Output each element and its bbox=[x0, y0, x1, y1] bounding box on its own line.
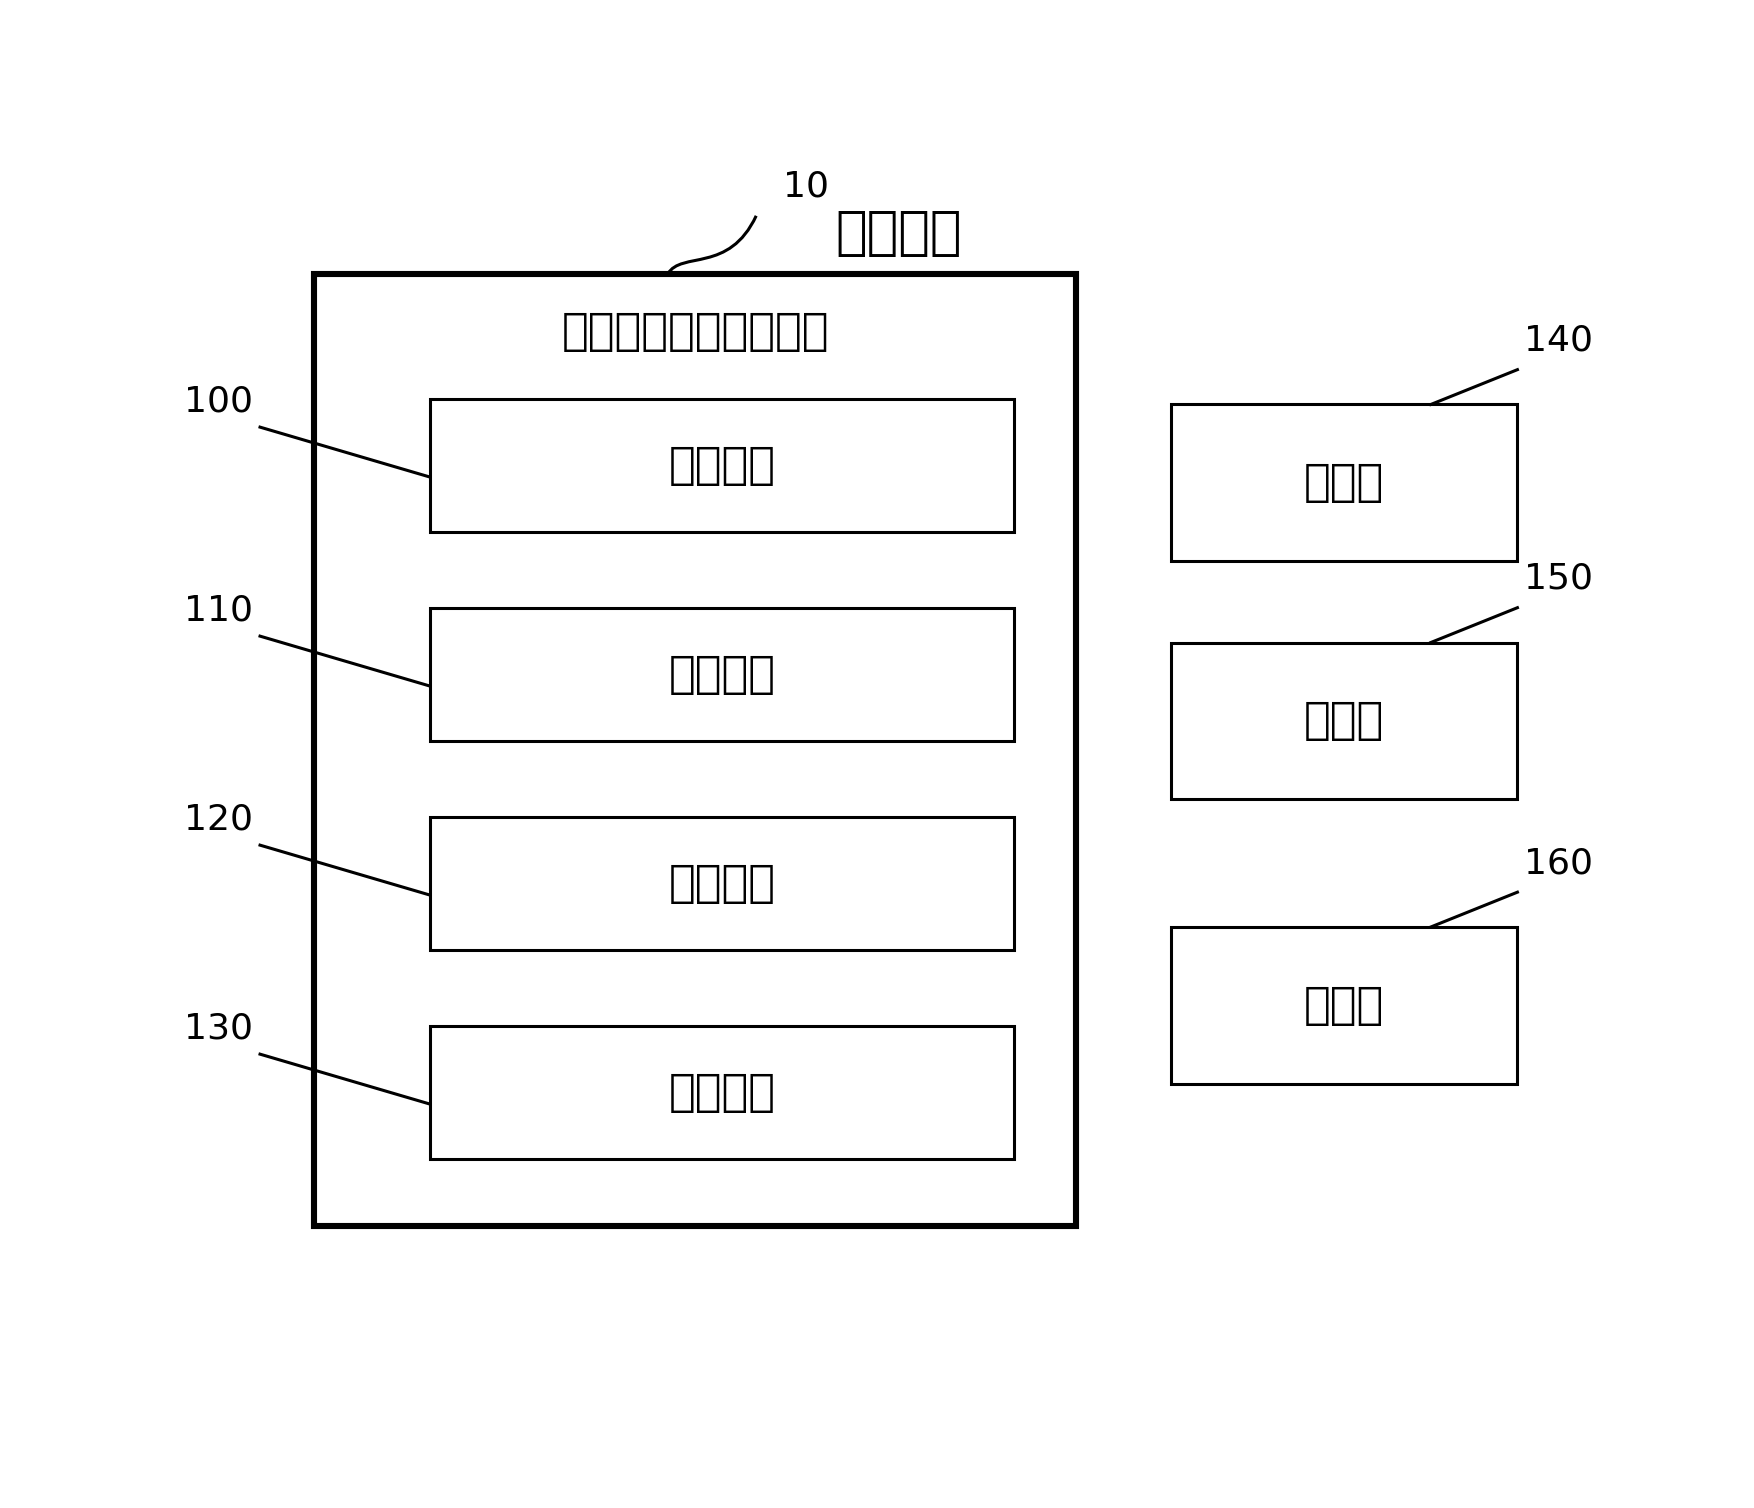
Bar bbox=[1172, 642, 1517, 799]
Text: 计算模块: 计算模块 bbox=[668, 863, 775, 905]
Text: 150: 150 bbox=[1524, 561, 1593, 596]
Bar bbox=[430, 1025, 1014, 1160]
Text: 电池开路电压补偿系统: 电池开路电压补偿系统 bbox=[561, 311, 830, 353]
Bar bbox=[430, 817, 1014, 950]
Text: 电子装置: 电子装置 bbox=[835, 207, 963, 259]
Text: 读取模块: 读取模块 bbox=[668, 653, 775, 697]
Text: 10: 10 bbox=[784, 170, 830, 204]
Text: 处理器: 处理器 bbox=[1303, 700, 1384, 742]
Text: 显示屏: 显示屏 bbox=[1303, 983, 1384, 1027]
Text: 160: 160 bbox=[1524, 846, 1593, 881]
Text: 存储器: 存储器 bbox=[1303, 461, 1384, 504]
Text: 110: 110 bbox=[184, 594, 253, 627]
Text: 140: 140 bbox=[1524, 324, 1593, 357]
Text: 120: 120 bbox=[184, 802, 253, 837]
Bar bbox=[1172, 404, 1517, 561]
Bar bbox=[1172, 927, 1517, 1084]
Bar bbox=[314, 274, 1075, 1226]
Text: 100: 100 bbox=[184, 385, 253, 419]
Text: 130: 130 bbox=[184, 1012, 253, 1045]
Bar bbox=[430, 608, 1014, 742]
Bar bbox=[430, 398, 1014, 532]
Text: 查找模块: 查找模块 bbox=[668, 1071, 775, 1114]
Text: 判断模块: 判断模块 bbox=[668, 443, 775, 487]
